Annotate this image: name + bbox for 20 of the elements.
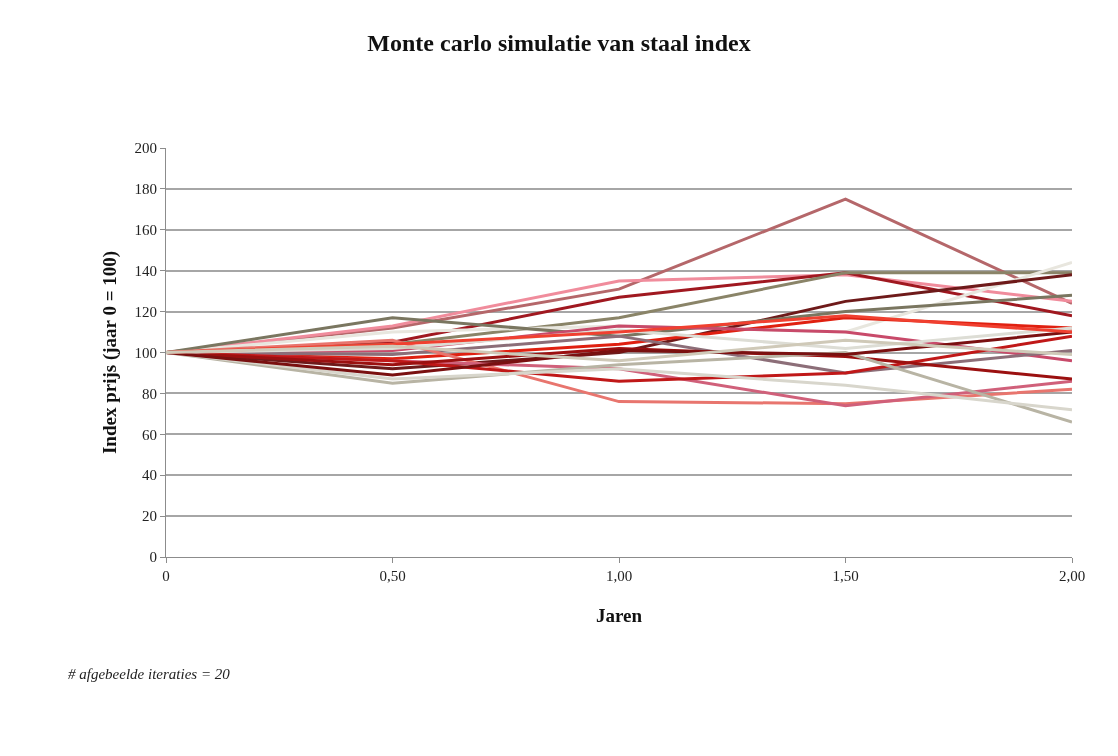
chart-title: Monte carlo simulatie van staal index <box>367 29 751 56</box>
y-tick-label: 120 <box>134 303 157 320</box>
x-tick-label: 2,00 <box>1058 568 1086 584</box>
y-tick-label: 200 <box>134 140 157 157</box>
x-tick-label: 0 <box>162 568 170 584</box>
text: # afgebeelde iteraties = 20 <box>68 666 231 682</box>
y-tick-label: 0 <box>149 549 157 566</box>
y-tick-label: 180 <box>134 181 157 198</box>
y-tick-label: 20 <box>142 508 157 525</box>
y-tick-label: 40 <box>142 467 157 484</box>
x-axis-title: Jaren <box>595 604 643 626</box>
x-tick-label: 1,00 <box>605 568 633 584</box>
y-tick-label: 160 <box>134 222 157 239</box>
x-tick-label: 1,50 <box>832 568 859 584</box>
y-tick-label: 100 <box>134 344 157 361</box>
y-axis-title: Index prijs (jaar 0 = 100) <box>99 250 122 455</box>
x-tick-label: 0,50 <box>379 568 406 584</box>
y-tick-label: 60 <box>142 426 157 443</box>
y-tick-label: 80 <box>142 385 157 402</box>
y-tick-label: 140 <box>134 262 157 279</box>
